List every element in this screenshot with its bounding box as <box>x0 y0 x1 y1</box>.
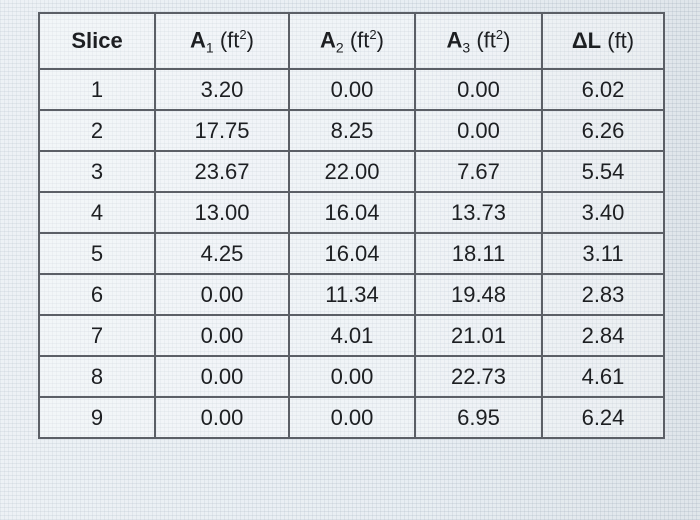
cell-slice: 5 <box>38 232 156 275</box>
cell-a3: 19.48 <box>414 273 543 316</box>
cell-a1: 4.25 <box>154 232 290 275</box>
cell-a2: 16.04 <box>288 191 416 234</box>
slice-area-table: Slice A1 (ft2) A2 (ft2) A3 (ft2) ΔL (ft)… <box>38 12 665 439</box>
header-subscript: 3 <box>462 39 471 56</box>
cell-slice: 6 <box>38 273 156 316</box>
cell-delta-l: 2.84 <box>541 314 665 357</box>
cell-a2: 0.00 <box>288 355 416 398</box>
header-unit: (ft <box>213 26 240 52</box>
table-row: 8 0.00 0.00 22.73 4.61 <box>38 355 665 398</box>
cell-a1: 0.00 <box>154 355 290 398</box>
cell-slice: 8 <box>38 355 156 398</box>
header-superscript: 2 <box>239 26 247 42</box>
header-a3: A3 (ft2) <box>414 12 543 70</box>
cell-a3: 18.11 <box>414 232 543 275</box>
header-subscript: 1 <box>205 39 214 56</box>
header-label: A <box>320 26 336 52</box>
cell-a2: 8.25 <box>288 109 416 152</box>
cell-a3: 6.95 <box>414 396 543 439</box>
table-row: 2 17.75 8.25 0.00 6.26 <box>38 109 665 152</box>
cell-a1: 0.00 <box>154 314 290 357</box>
cell-delta-l: 3.11 <box>541 232 665 275</box>
header-delta-l: ΔL (ft) <box>541 12 665 70</box>
cell-a1: 13.00 <box>154 191 290 234</box>
cell-slice: 4 <box>38 191 156 234</box>
cell-a3: 0.00 <box>414 109 543 152</box>
header-a2: A2 (ft2) <box>288 12 416 70</box>
cell-slice: 1 <box>38 68 156 111</box>
cell-a2: 0.00 <box>288 68 416 111</box>
cell-a2: 11.34 <box>288 273 416 316</box>
cell-delta-l: 3.40 <box>541 191 665 234</box>
header-superscript: 2 <box>495 26 504 42</box>
cell-slice: 3 <box>38 150 156 193</box>
header-unit-close: ) <box>246 26 254 52</box>
header-unit: (ft <box>470 26 496 52</box>
cell-delta-l: 6.26 <box>541 109 665 152</box>
cell-slice: 2 <box>38 109 156 152</box>
cell-a2: 0.00 <box>288 396 416 439</box>
table-row: 9 0.00 0.00 6.95 6.24 <box>38 396 665 439</box>
cell-delta-l: 6.24 <box>541 396 665 439</box>
table-row: 4 13.00 16.04 13.73 3.40 <box>38 191 665 234</box>
cell-a3: 13.73 <box>414 191 543 234</box>
cell-a3: 21.01 <box>414 314 543 357</box>
header-label: Slice <box>71 28 123 53</box>
cell-a1: 3.20 <box>154 68 290 111</box>
header-unit: (ft <box>343 26 370 52</box>
header-label: A <box>190 26 206 52</box>
cell-a1: 0.00 <box>154 273 290 316</box>
cell-a2: 4.01 <box>288 314 416 357</box>
cell-a3: 0.00 <box>414 68 543 111</box>
header-slice: Slice <box>38 12 156 70</box>
table-row: 7 0.00 4.01 21.01 2.84 <box>38 314 665 357</box>
table-row: 6 0.00 11.34 19.48 2.83 <box>38 273 665 316</box>
cell-delta-l: 6.02 <box>541 68 665 111</box>
cell-a1: 23.67 <box>154 150 290 193</box>
cell-a1: 17.75 <box>154 109 290 152</box>
cell-a3: 7.67 <box>414 150 543 193</box>
header-unit-close: ) <box>376 26 384 52</box>
header-unit-close: ) <box>503 26 511 52</box>
cell-slice: 7 <box>38 314 156 357</box>
table-row: 1 3.20 0.00 0.00 6.02 <box>38 68 665 111</box>
table-row: 5 4.25 16.04 18.11 3.11 <box>38 232 665 275</box>
cell-a2: 16.04 <box>288 232 416 275</box>
cell-delta-l: 2.83 <box>541 273 665 316</box>
cell-slice: 9 <box>38 396 156 439</box>
header-unit: (ft) <box>601 28 635 53</box>
cell-a3: 22.73 <box>414 355 543 398</box>
header-superscript: 2 <box>369 26 377 42</box>
header-a1: A1 (ft2) <box>154 12 290 70</box>
header-label: A <box>446 26 463 52</box>
cell-delta-l: 5.54 <box>541 150 665 193</box>
cell-a1: 0.00 <box>154 396 290 439</box>
cell-delta-l: 4.61 <box>541 355 665 398</box>
header-subscript: 2 <box>335 39 344 56</box>
header-label: ΔL <box>571 28 602 53</box>
cell-a2: 22.00 <box>288 150 416 193</box>
table-row: 3 23.67 22.00 7.67 5.54 <box>38 150 665 193</box>
header-row: Slice A1 (ft2) A2 (ft2) A3 (ft2) ΔL (ft) <box>38 12 665 70</box>
